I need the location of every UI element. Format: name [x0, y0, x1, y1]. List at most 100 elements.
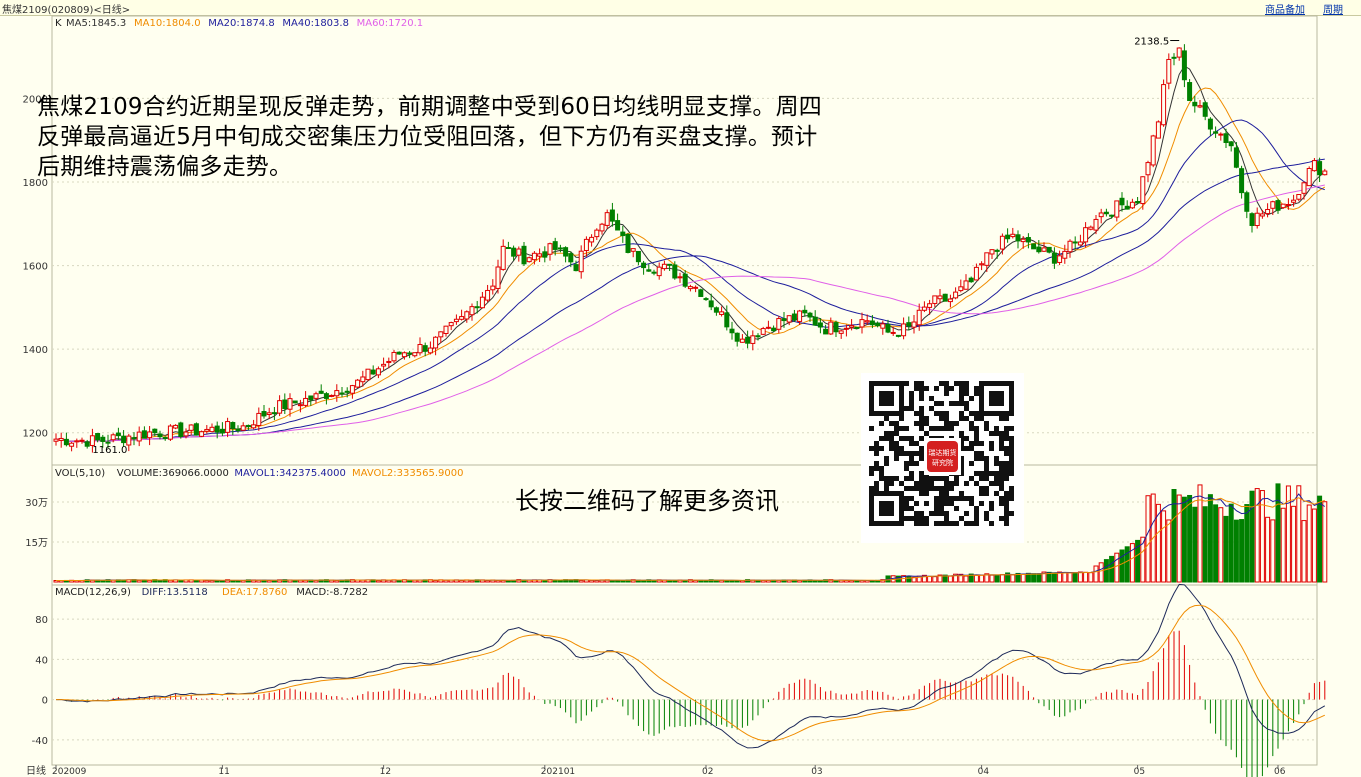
- volume-bar: [167, 579, 173, 583]
- candle: [963, 274, 969, 290]
- candle: [464, 310, 470, 323]
- candle: [594, 228, 600, 240]
- candle: [1098, 208, 1104, 224]
- candle: [552, 237, 558, 256]
- volume-bar: [1145, 495, 1151, 583]
- candle: [1244, 190, 1250, 219]
- volume-bar: [942, 574, 948, 583]
- candle: [1317, 157, 1323, 183]
- candle: [152, 428, 158, 437]
- volume-bar: [937, 574, 943, 583]
- volume-bar: [1223, 515, 1229, 583]
- ma60-line: [55, 184, 1325, 443]
- candle: [256, 407, 262, 431]
- candle: [526, 256, 532, 263]
- candle: [682, 270, 688, 288]
- candle: [563, 246, 569, 263]
- candle: [199, 430, 205, 438]
- candle: [1192, 95, 1198, 113]
- candle: [438, 331, 444, 344]
- candle: [459, 309, 465, 321]
- candle: [1145, 160, 1151, 182]
- candle: [807, 311, 813, 322]
- candle: [136, 426, 142, 447]
- candle: [474, 300, 480, 314]
- volume-bar: [1098, 562, 1104, 583]
- period-button[interactable]: 周期: [1323, 5, 1343, 16]
- candle: [505, 241, 511, 250]
- candle: [646, 264, 652, 272]
- candle: [516, 246, 522, 262]
- candle: [417, 337, 423, 356]
- volume-bar: [266, 580, 272, 583]
- candle: [214, 421, 220, 439]
- volume-bar: [932, 576, 938, 583]
- x-axis-tick: 12: [380, 767, 391, 777]
- price-axis-tick: 1400: [23, 345, 48, 356]
- product-add-button[interactable]: 商品备加: [1265, 5, 1305, 16]
- candle: [901, 317, 907, 340]
- volume-bar: [1020, 573, 1026, 583]
- candle: [95, 433, 101, 443]
- candle: [864, 314, 870, 325]
- candle: [115, 427, 121, 440]
- volume-bar: [1181, 496, 1187, 583]
- volume-legend: VOLUME:369066.0000: [117, 468, 229, 479]
- volume-bar: [1239, 519, 1245, 583]
- candle: [230, 421, 236, 436]
- x-axis-tick: 05: [1134, 767, 1145, 777]
- macd-legend: DIFF:13.5118: [142, 587, 208, 598]
- candle: [1171, 53, 1177, 66]
- candle: [854, 326, 860, 330]
- volume-bar: [1031, 573, 1037, 583]
- candle: [880, 320, 886, 335]
- x-axis-tick: 202101: [541, 767, 575, 777]
- candle: [53, 433, 59, 446]
- candle: [755, 333, 761, 341]
- candle: [1181, 44, 1187, 88]
- candle: [859, 312, 865, 334]
- candle: [412, 352, 418, 358]
- candle: [1109, 214, 1115, 219]
- candle: [344, 387, 350, 398]
- candle: [661, 260, 667, 271]
- candle: [542, 246, 548, 263]
- candle: [1213, 126, 1219, 138]
- candle: [656, 262, 662, 280]
- volume-bar: [984, 573, 990, 583]
- volume-bar: [1259, 490, 1265, 583]
- volume-bar: [609, 580, 615, 583]
- qr-code[interactable]: 瑞达期货 研究院: [861, 373, 1024, 543]
- candle: [1062, 244, 1068, 264]
- candle: [245, 424, 251, 431]
- candle: [729, 321, 735, 340]
- volume-bar: [620, 580, 626, 583]
- x-axis-tick: 202009: [52, 767, 87, 777]
- candle: [251, 419, 257, 430]
- candle: [895, 334, 901, 338]
- volume-bar: [921, 574, 927, 583]
- candle: [734, 332, 740, 347]
- candle: [292, 400, 298, 404]
- candle: [329, 394, 335, 398]
- candle: [1228, 141, 1234, 152]
- candle: [297, 399, 303, 413]
- candle: [693, 285, 699, 293]
- candle: [1218, 132, 1224, 141]
- macd-legend: DEA:17.8760: [222, 587, 287, 598]
- volume-bar: [979, 574, 985, 583]
- candle: [1275, 198, 1281, 214]
- volume-bar: [1171, 489, 1177, 583]
- volume-bar: [1041, 571, 1047, 583]
- candle: [578, 245, 584, 279]
- candle: [261, 404, 267, 419]
- candle: [313, 391, 319, 404]
- ma-legend: MA60:1720.1: [357, 18, 424, 29]
- candle: [989, 249, 995, 259]
- volume-bar: [495, 580, 501, 583]
- candle: [776, 316, 782, 334]
- candle: [599, 222, 605, 235]
- macd-axis-tick: -40: [32, 736, 48, 747]
- macd-axis-tick: 0: [42, 696, 48, 707]
